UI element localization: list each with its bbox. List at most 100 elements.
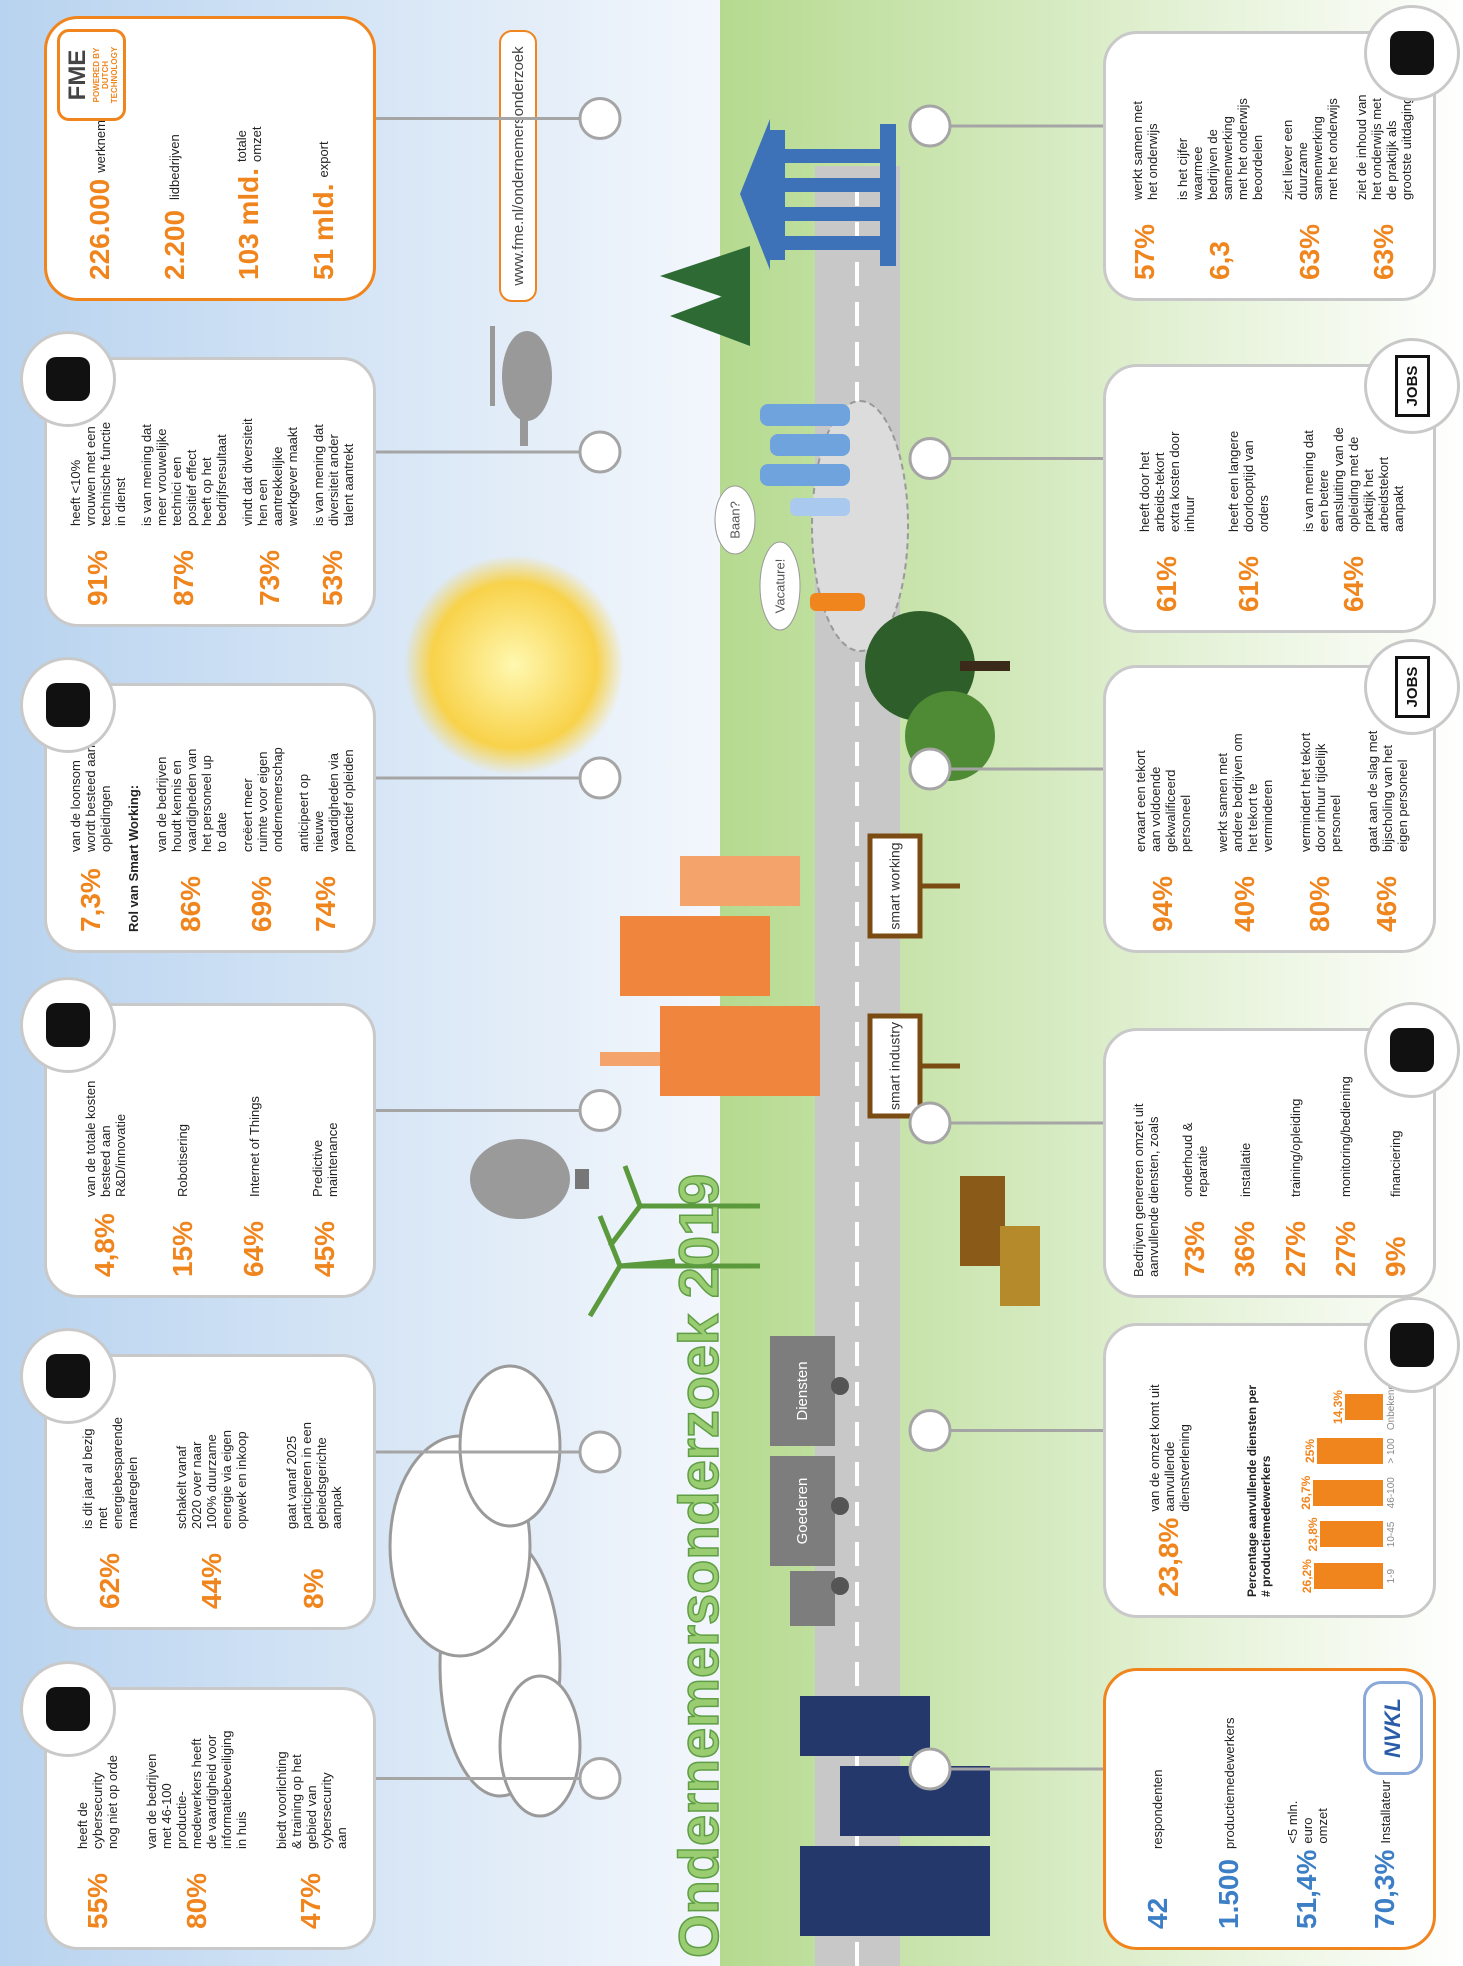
connectors (376, 97, 1103, 1800)
icon-label: JOBS (1394, 354, 1430, 418)
museum (740, 119, 896, 270)
item-value: 55% (81, 1872, 113, 1929)
item-value: 7,3% (74, 868, 106, 932)
item-text: biedt voorlichting & training op het geb… (273, 1751, 349, 1849)
icon (20, 977, 116, 1073)
icon-glyph (46, 1354, 90, 1398)
wind-turbines (587, 1165, 760, 1318)
logo-text: FME (64, 49, 91, 101)
item: 8% gaat vanaf 2025 participeren in een ge… (284, 1415, 344, 1609)
truck-label: Goederen (794, 1478, 811, 1545)
connector-node (578, 97, 622, 140)
item: 27% monitoring/bediening (1330, 1076, 1362, 1277)
item-value: 42 (1141, 1897, 1173, 1929)
connector-node (908, 747, 952, 791)
item: 47% biedt voorlichting & training op het … (274, 1748, 349, 1929)
item-text: van de totale kosten besteed aan R&D/inn… (82, 1080, 128, 1197)
icon-glyph (46, 357, 90, 401)
item: 1.500 productiemedewerkers (1213, 1717, 1245, 1929)
icon-glyph (46, 683, 90, 727)
value-label: 25% (1302, 1438, 1317, 1463)
bar (1345, 1394, 1383, 1421)
item-value: 226.000 (84, 178, 116, 280)
item-value: 45% (309, 1220, 341, 1277)
item-value: 80% (180, 1872, 212, 1929)
chart-column: 26,7% 46-100 (1277, 1472, 1397, 1514)
connector-node (578, 1430, 622, 1474)
item: 73% vindt dat diversiteit hen een aantrek… (240, 418, 300, 606)
item-text: heeft door het arbeids-tekort extra kost… (1136, 431, 1197, 532)
item-text: van de loonsom wordt besteed aan opleidi… (68, 745, 114, 852)
icon-glyph (1390, 1028, 1434, 1072)
item: 87% is van mening dat meer vrouwelijke te… (139, 418, 229, 606)
card: 226.000 werknemers 2.200 lidbedrijven 103 ml… (44, 16, 376, 301)
item-text: financiering (1388, 1130, 1404, 1198)
item-value: 27% (1279, 1220, 1311, 1277)
url-box (499, 30, 537, 302)
item-text: van de bedrijven met 46-100 productie-me… (144, 1730, 250, 1849)
icon (20, 1661, 116, 1757)
balloon (470, 1139, 589, 1219)
item-value: 47% (295, 1872, 327, 1929)
speech-bubble (759, 541, 801, 631)
value-label: 23,8% (1306, 1517, 1321, 1552)
item: 94% ervaart een tekort aan voldoende gekw… (1133, 726, 1193, 932)
item-value: 62% (94, 1552, 126, 1609)
sun (404, 555, 624, 775)
roundabout (811, 400, 909, 652)
item-text: ziet de inhoud van het onderwijs met de … (1353, 94, 1414, 200)
icon (20, 1328, 116, 1424)
item-value: 69% (246, 875, 278, 932)
item-text: ziet liever een duurzame samenwerking me… (1279, 98, 1340, 200)
item: 51,4% <5 mln. euro omzet (1285, 1781, 1330, 1929)
item: 15% Robotisering (167, 1064, 199, 1277)
item-text: heeft een langere doorlooptijd van order… (1226, 430, 1272, 532)
item: 103 mld. totale omzet (233, 127, 265, 280)
item: 42 respondenten (1141, 1769, 1174, 1929)
item: 70,3% Installateur (1369, 1780, 1401, 1929)
icon: JOBS (1364, 338, 1460, 434)
connector-node (908, 1747, 952, 1791)
item: 6,3 is het cijfer waarmee bedrijven de sa… (1175, 92, 1265, 280)
item: 57% werkt samen met het onderwijs (1129, 92, 1161, 280)
chart-column: 23,8% 10-45 (1277, 1514, 1396, 1556)
connector-node (908, 437, 952, 480)
item: 23,8% van de omzet komt uit aanvullende d… (1147, 1384, 1192, 1597)
icon (1364, 5, 1460, 101)
item-text: werkt samen met het onderwijs (1130, 101, 1161, 200)
item-value: 57% (1129, 223, 1161, 280)
item-value: 15% (166, 1220, 198, 1277)
icon (1364, 1002, 1460, 1098)
sign (867, 833, 960, 939)
item: 226.000 werknemers (84, 102, 116, 280)
connector-node (908, 104, 952, 148)
icon (20, 657, 116, 753)
chart-column: 25% > 100 (1277, 1430, 1397, 1472)
item: 73% onderhoud & reparatie (1179, 1089, 1211, 1277)
item: 63% ziet liever een duurzame samenwerking… (1280, 92, 1340, 280)
item-text: Installateur (1377, 1780, 1393, 1844)
item-text: is van mening dat een betere aansluiting… (1301, 427, 1407, 532)
item-value: 23,8% (1153, 1517, 1184, 1597)
value-label: 26,7% (1298, 1475, 1313, 1510)
item-value: 61% (1150, 555, 1182, 612)
bar (1312, 1479, 1383, 1506)
item: 61% heeft een langere doorlooptijd van or… (1226, 425, 1271, 612)
item-text: is van mening dat meer vrouwelijke techn… (139, 424, 230, 526)
city-buildings (800, 1696, 990, 1936)
item: 55% heeft de cybersecurity nog niet op or… (75, 1748, 120, 1929)
item-value: 103 mld. (233, 167, 265, 280)
item-text: <5 mln. euro omzet (1284, 1800, 1330, 1844)
item-text: is het cijfer waarmee bedrijven de samen… (1175, 98, 1266, 200)
icon (1364, 1297, 1460, 1393)
connector-node (908, 1409, 952, 1452)
card: 42 respondenten 1.500 productiemedewerkers 5… (1103, 1668, 1436, 1950)
item-text: installatie (1237, 1142, 1253, 1197)
item-text: export (316, 141, 332, 178)
item-value: 46% (1371, 875, 1403, 932)
item-value: 40% (1229, 875, 1261, 932)
item-text: gaat aan de slag met bijscholing van het… (1364, 730, 1410, 852)
item-text: training/opleiding (1288, 1098, 1304, 1197)
sign-label: smart industry (887, 1022, 903, 1110)
item: 53% is van mening dat diversiteit ander t… (311, 418, 356, 606)
